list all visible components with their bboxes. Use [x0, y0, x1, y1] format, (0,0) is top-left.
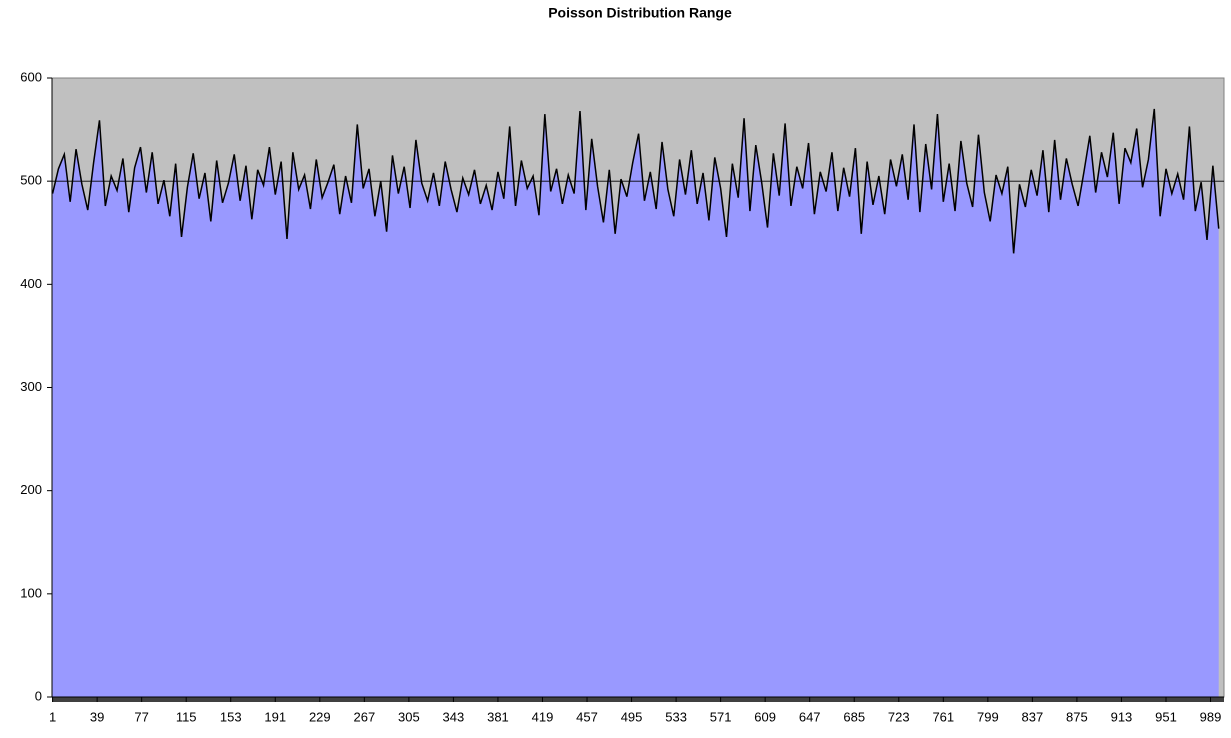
x-tick-label: 913 [1111, 709, 1133, 724]
x-tick-label: 343 [443, 709, 465, 724]
x-tick-label: 115 [176, 709, 197, 724]
x-tick-label: 951 [1155, 709, 1177, 724]
chart-title: Poisson Distribution Range [548, 5, 732, 21]
y-tick-label: 200 [20, 482, 42, 497]
x-tick-label: 305 [398, 709, 420, 724]
x-tick-label: 875 [1066, 709, 1088, 724]
y-tick-label: 100 [20, 585, 42, 600]
x-tick-label: 533 [665, 709, 687, 724]
y-tick-label: 0 [35, 688, 42, 703]
x-tick-label: 609 [754, 709, 776, 724]
x-tick-label: 267 [353, 709, 375, 724]
x-tick-label: 229 [309, 709, 331, 724]
area [52, 108, 1219, 697]
y-tick-label: 400 [20, 276, 42, 291]
x-tick-label: 571 [710, 709, 732, 724]
x-tick-label: 39 [90, 709, 104, 724]
x-tick-label: 457 [576, 709, 598, 724]
y-tick-label: 500 [20, 173, 42, 188]
x-tick-label: 495 [621, 709, 643, 724]
x-tick-label: 191 [264, 709, 286, 724]
x-tick-label: 723 [888, 709, 910, 724]
x-tick-label: 799 [977, 709, 999, 724]
x-tick-label: 837 [1022, 709, 1044, 724]
x-tick-label: 989 [1200, 709, 1222, 724]
x-tick-label: 647 [799, 709, 821, 724]
y-tick-label: 600 [20, 69, 42, 84]
x-tick-label: 381 [487, 709, 509, 724]
line [51, 108, 1220, 254]
x-tick-label: 419 [532, 709, 554, 724]
x-tick-label: 153 [220, 709, 242, 724]
x-tick-label: 761 [932, 709, 954, 724]
x-tick-label: 77 [134, 709, 148, 724]
x-tick-strip [52, 697, 1224, 702]
y-tick-label: 300 [20, 379, 42, 394]
x-tick-label: 1 [49, 709, 56, 724]
x-tick-label: 685 [843, 709, 865, 724]
